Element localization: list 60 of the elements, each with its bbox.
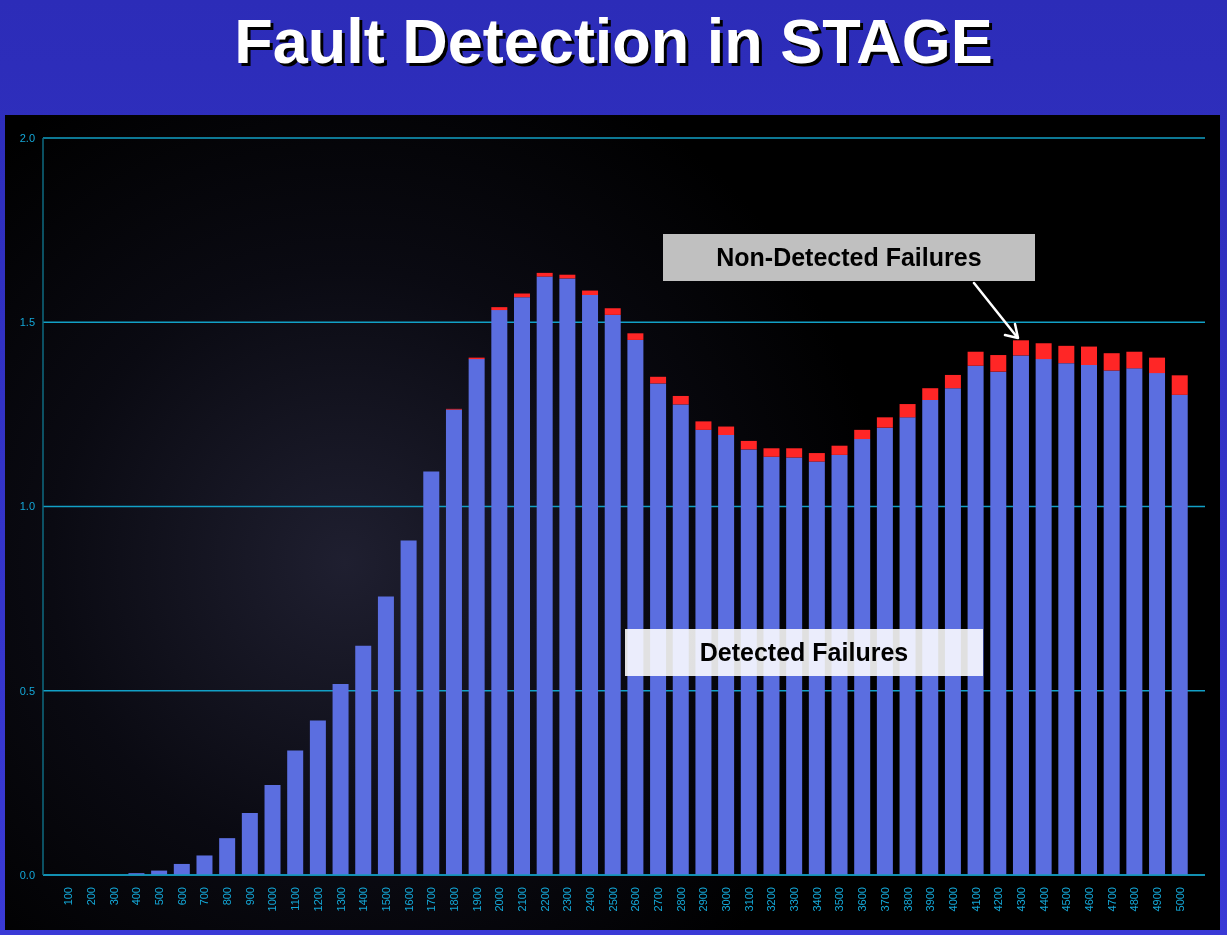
x-tick-label: 3400	[810, 887, 823, 912]
y-tick-label: 1.5	[19, 316, 35, 329]
x-tick-label: 3700	[878, 887, 891, 912]
chart-title: Fault Detection in STAGE	[233, 5, 994, 78]
x-tick-label: 300	[107, 887, 120, 906]
x-tick-label: 4000	[946, 887, 959, 912]
x-tick-label: 3800	[901, 887, 914, 912]
x-tick-label: 1600	[402, 887, 415, 912]
x-tick-label: 2100	[515, 887, 528, 912]
x-tick-label: 3100	[742, 887, 755, 912]
annotation: Non-Detected Failures	[716, 243, 982, 273]
x-tick-label: 1400	[357, 887, 370, 912]
x-tick-label: 500	[153, 887, 166, 906]
series-label: Detected Failures	[699, 638, 909, 667]
x-tick-label: 4900	[1150, 887, 1163, 912]
x-tick-label: 2200	[538, 887, 551, 912]
label-box: Detected Failures	[625, 629, 983, 676]
x-tick-label: 400	[130, 887, 143, 906]
x-tick-label: 1900	[470, 887, 483, 912]
x-tick-label: 2900	[697, 887, 710, 912]
x-tick-label: 200	[85, 887, 98, 906]
x-tick-label: 2500	[606, 887, 619, 912]
x-tick-label: 1200	[311, 887, 324, 912]
x-tick-label: 1700	[425, 887, 438, 912]
x-tick-label: 4100	[969, 887, 982, 912]
x-tick-label: 4300	[1014, 887, 1027, 912]
x-tick-label: 2400	[583, 887, 596, 912]
x-tick-label: 800	[221, 887, 234, 906]
x-tick-label: 2300	[561, 887, 574, 912]
x-tick-label: 4800	[1128, 887, 1141, 912]
x-tick-label: 3300	[788, 887, 801, 912]
x-tick-label: 4600	[1082, 887, 1095, 912]
x-tick-label: 4500	[1060, 887, 1073, 912]
x-tick-label: 3900	[924, 887, 937, 912]
x-tick-label: 1500	[379, 887, 392, 912]
x-tick-label: 3600	[856, 887, 869, 912]
x-tick-label: 1000	[266, 887, 279, 912]
x-tick-label: 3500	[833, 887, 846, 912]
x-tick-label: 3200	[765, 887, 778, 912]
x-tick-label: 3000	[720, 887, 733, 912]
x-tick-label: 600	[175, 887, 188, 906]
y-tick-label: 0.0	[19, 868, 35, 881]
x-tick-label: 1800	[447, 887, 460, 912]
x-tick-label: 2600	[629, 887, 642, 912]
x-tick-label: 700	[198, 887, 211, 906]
x-tick-label: 1100	[289, 887, 302, 911]
x-tick-label: 4700	[1105, 887, 1118, 912]
x-tick-label: 4400	[1037, 887, 1050, 912]
x-tick-label: 2700	[652, 887, 665, 912]
x-tick-label: 1300	[334, 887, 347, 912]
x-tick-label: 900	[243, 887, 256, 906]
x-tick-label: 100	[62, 887, 75, 906]
x-tick-label: 4200	[992, 887, 1005, 912]
x-tick-label: 2800	[674, 887, 687, 912]
x-tick-label: 2000	[493, 887, 506, 912]
y-tick-label: 0.5	[19, 684, 35, 697]
y-tick-label: 2.0	[19, 131, 35, 144]
callout-box: Non-Detected Failures	[662, 234, 1035, 282]
x-tick-label: 5000	[1173, 887, 1186, 912]
y-tick-label: 1.0	[19, 500, 35, 513]
